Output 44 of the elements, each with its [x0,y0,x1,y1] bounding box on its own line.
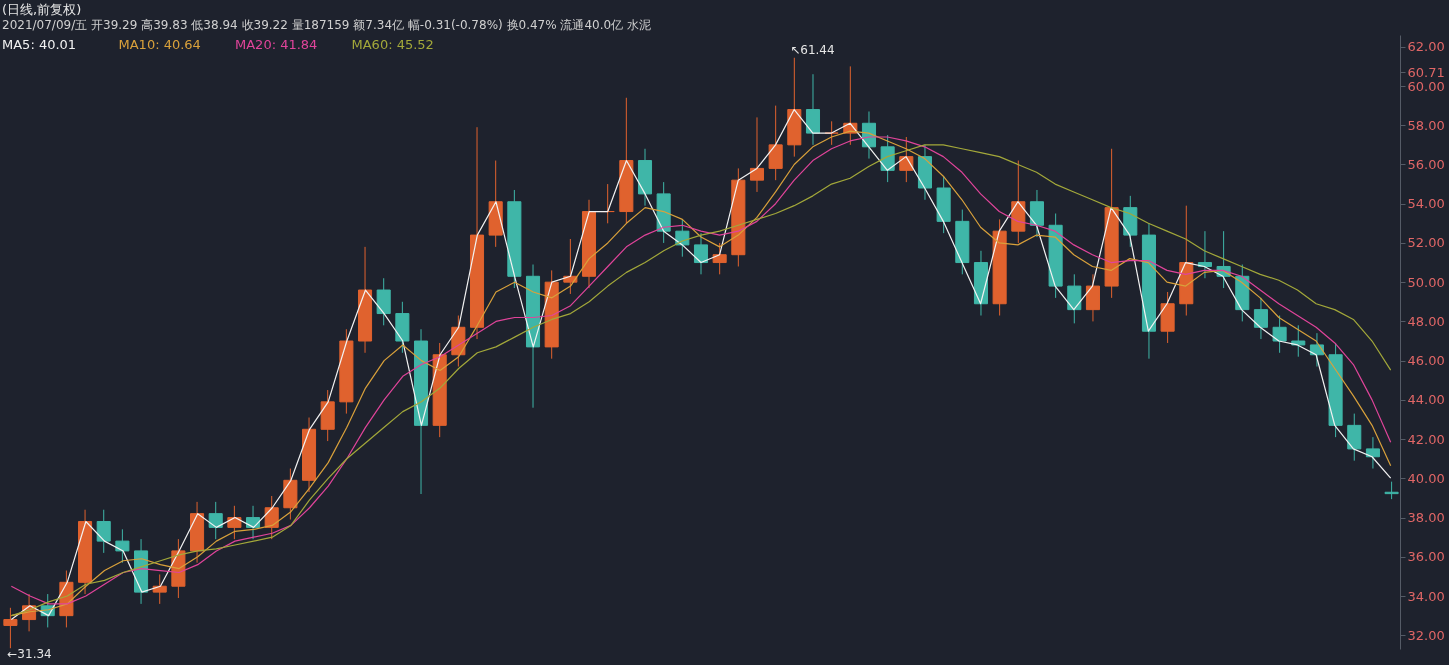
candlestick [712,242,727,275]
candlestick [152,573,167,605]
candlestick [768,105,783,181]
candlestick [208,501,223,540]
y-tick-label: 42.00 [1407,431,1445,447]
candlestick [1347,413,1362,462]
candlestick [1067,273,1082,324]
candlestick [1253,297,1268,340]
y-tick-label: 50.00 [1407,274,1445,290]
y-tick-label: 56.00 [1407,156,1445,172]
annotation: ←31.34 [7,647,52,662]
text: MA60: 45.52 [351,37,434,52]
text: MA20: 41.84 [235,37,318,52]
candlestick [3,607,18,649]
candlestick [376,277,391,326]
text: MA10: 40.64 [118,37,201,52]
y-tick-label: 48.00 [1407,313,1445,329]
y-tick-label: 32.00 [1407,627,1445,643]
annotation: ↖61.44 [790,42,835,57]
candlestick [1085,273,1100,322]
candlestick [1029,189,1044,238]
y-tick-label: 44.00 [1407,392,1445,408]
candlestick [805,73,821,146]
text: 2021/07/09/五 开39.29 高39.83 低38.94 收39.22 量187159 额7.34亿 幅-0.31(-0.78%) 换0.47% 流通40.0亿 水泥 [2,18,651,32]
y-tick-label: 60.00 [1407,78,1445,94]
candlestick [96,509,111,554]
candlestick [693,232,709,275]
y-tick-label: 46.00 [1407,353,1445,369]
y-tick-label: 58.00 [1407,117,1445,133]
chart-title: (日线,前复权) [2,2,82,17]
y-tick-label: 40.00 [1407,470,1445,486]
y-tick-label: 62.00 [1407,39,1445,55]
candlestick [115,528,130,564]
y-tick-label: 36.00 [1407,549,1445,565]
y-tick-label: 60.71 [1407,64,1445,80]
candlestick [1365,436,1380,470]
candlestick [1272,315,1287,354]
text: MA5: 40.01 [2,37,77,52]
candlestick [749,116,765,193]
y-tick-label: 54.00 [1407,196,1445,212]
y-tick-label: 34.00 [1407,588,1445,604]
y-tick-label: 52.00 [1407,235,1445,251]
y-tick-label: 38.00 [1407,510,1445,526]
candlestick [1291,324,1306,358]
